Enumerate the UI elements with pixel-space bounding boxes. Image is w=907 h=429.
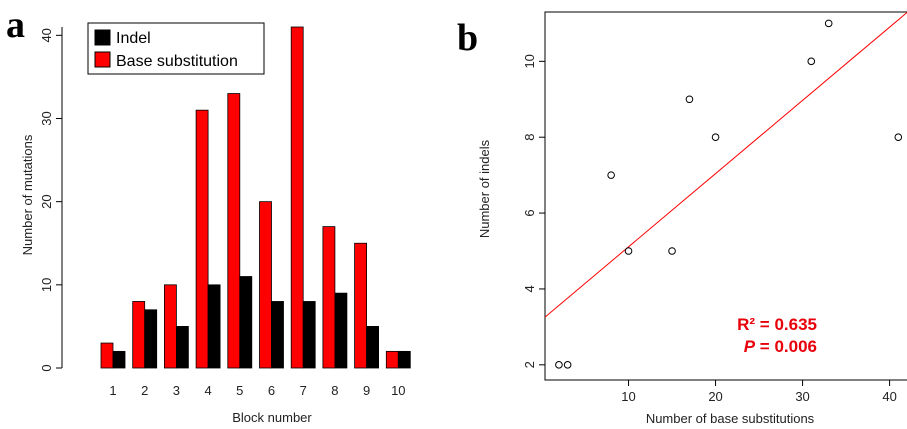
bar-y-ticks: 0 10 20 30 40 (39, 28, 62, 372)
panel-label-a: a (6, 4, 25, 46)
scatter-x-tick-label: 20 (708, 389, 722, 404)
bar-y-axis-label: Number of mutations (20, 134, 35, 255)
scatter-point (607, 171, 615, 179)
bar-x-tick-label: 9 (363, 383, 370, 398)
bar-indel (302, 301, 316, 369)
regression-line (545, 12, 907, 318)
scatter-x-tick-label: 40 (882, 389, 896, 404)
scatter-point (807, 57, 816, 66)
scatter-y-tick-label: 2 (522, 361, 537, 368)
bar-indel (112, 350, 126, 369)
scatter-point (555, 361, 563, 369)
scatter-y-tick-label: 10 (522, 54, 537, 68)
bar-x-tick-label: 1 (109, 383, 116, 398)
legend-box (87, 22, 265, 75)
bar-x-axis-label: Block number (232, 410, 312, 425)
scatter-point (668, 247, 676, 255)
scatter-y-tick-label: 8 (522, 134, 537, 141)
scatter-x-tick-label: 10 (621, 389, 635, 404)
scatter-y-axis-label: Number of indels (477, 139, 492, 238)
bar-indel (144, 309, 158, 369)
p-value-annotation: P = 0.006 (744, 337, 817, 356)
scatter-y-tick-label: 4 (522, 285, 537, 292)
legend-swatch-base-substitution (94, 51, 111, 68)
scatter-y-tick-label: 6 (522, 209, 537, 216)
bar-base-substitution (322, 226, 336, 369)
bar-base-substitution (290, 26, 304, 369)
bar-x-tick-label: 4 (204, 383, 211, 398)
scatter-point (563, 361, 572, 369)
p-symbol: P (744, 337, 756, 356)
bar-chart: 0 10 20 30 40 1 2 3 4 5 6 7 8 9 10 Block number Numbe… (20, 22, 411, 425)
scatter-point (624, 247, 633, 255)
scatter-x-tick-label: 30 (795, 389, 809, 404)
bar-base-substitution (100, 342, 114, 369)
bar-x-tick-label: 3 (173, 383, 180, 398)
bar-series (100, 26, 411, 369)
bar-base-substitution (195, 109, 209, 369)
scatter-point (685, 95, 694, 104)
bar-y-tick-label: 20 (39, 194, 54, 208)
panel-label-b: b (457, 17, 478, 59)
bar-y-tick-label: 0 (39, 364, 54, 371)
bar-x-tick-label: 2 (141, 383, 148, 398)
scatter-y-ticks: 2 4 6 8 10 (522, 54, 545, 368)
bar-base-substitution (259, 201, 272, 369)
scatter-plot-frame (544, 11, 907, 381)
bar-base-substitution (385, 350, 399, 369)
bar-indel (397, 350, 411, 369)
scatter-chart: 2 4 6 8 10 10 20 30 40 Number of base substitut… (477, 11, 907, 426)
legend-label-indel: Indel (116, 30, 151, 47)
bar-legend: Indel Base substitution (87, 22, 265, 75)
regression-line-group (545, 12, 907, 318)
scatter-point (894, 133, 903, 141)
bar-x-tick-label: 7 (300, 383, 307, 398)
bar-x-tick-label: 8 (331, 383, 338, 398)
bar-indel (207, 284, 221, 369)
bar-indel (366, 326, 380, 369)
bar-y-tick-label: 10 (39, 278, 54, 292)
scatter-point (711, 133, 720, 141)
bar-x-tick-label: 5 (236, 383, 243, 398)
bar-base-substitution (227, 93, 241, 369)
bar-indel (239, 276, 253, 369)
bar-base-substitution (163, 284, 177, 369)
bar-x-tick-label: 6 (268, 383, 275, 398)
bar-y-tick-label: 30 (39, 111, 54, 125)
bar-y-tick-label: 40 (39, 28, 54, 42)
bar-base-substitution (354, 242, 368, 369)
scatter-x-axis-label: Number of base substitutions (646, 411, 815, 426)
legend-label-base-substitution: Base substitution (116, 53, 238, 70)
bar-base-substitution (132, 301, 146, 369)
legend-swatch-indel (94, 29, 111, 46)
bar-x-tick-labels: 1 2 3 4 5 6 7 8 9 10 (109, 383, 405, 398)
scatter-point (824, 19, 833, 28)
bar-indel (271, 301, 284, 369)
bar-x-tick-label: 10 (391, 383, 405, 398)
scatter-x-ticks: 10 20 30 40 (621, 380, 897, 404)
r-squared-annotation: R² = 0.635 (737, 315, 817, 334)
bar-indel (334, 292, 348, 369)
p-value: = 0.006 (755, 337, 817, 356)
bar-indel (175, 326, 189, 369)
scatter-points (555, 19, 903, 369)
